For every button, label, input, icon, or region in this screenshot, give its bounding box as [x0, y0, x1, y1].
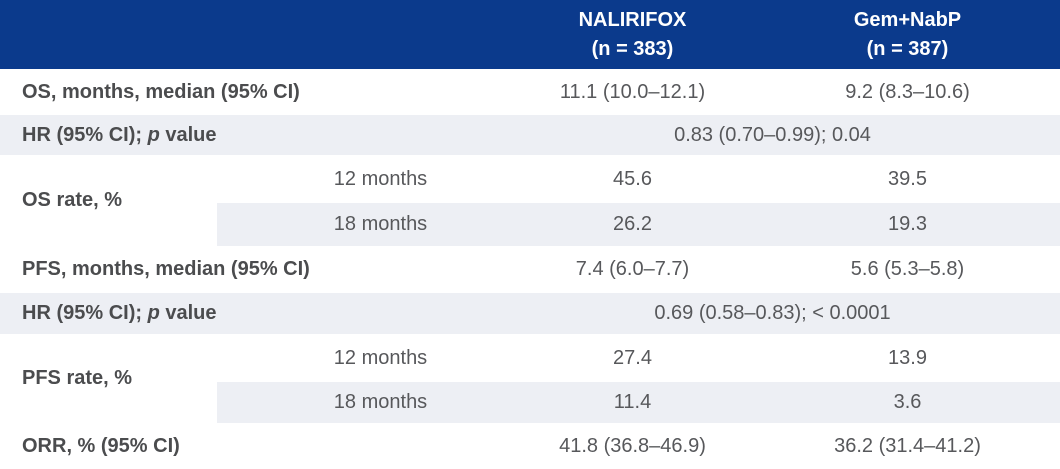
table-header-row: NALIRIFOX (n = 383) Gem+NabP (n = 387): [0, 0, 1060, 69]
pfs-rate-label: PFS rate, %: [22, 367, 133, 389]
row-os-rate-12-months: OS rate, % 12 months 45.6 39.5: [0, 155, 1060, 212]
row-os-median: OS, months, median (95% CI) 11.1 (10.0–1…: [0, 69, 1060, 115]
pfs-rate-12-months-sublabel: 12 months: [333, 346, 428, 369]
os-rate-12-gemnabp-value: 39.5: [888, 167, 927, 190]
os-rate-label: OS rate, %: [22, 189, 123, 211]
os-median-nalirifox-value: 11.1 (10.0–12.1): [559, 80, 706, 103]
pfs-hr-label: HR (95% CI); p value: [0, 293, 510, 334]
os-median-gemnabp-value: 9.2 (8.3–10.6): [845, 80, 970, 103]
row-pfs-rate-18-months: 18 months 11.4 3.6: [0, 382, 1060, 423]
pfs-hr-label-prefix: HR (95% CI);: [22, 302, 148, 324]
os-rate-12-nalirifox-value: 45.6: [613, 167, 652, 190]
pfs-median-label: PFS, months, median (95% CI): [22, 258, 310, 280]
header-column-gemnabp: Gem+NabP (n = 387): [755, 0, 1060, 69]
pfs-rate-18-gemnabp-value: 3.6: [755, 382, 1060, 423]
nalirifox-arm-n: (n = 383): [591, 37, 674, 60]
row-pfs-median: PFS, months, median (95% CI) 7.4 (6.0–7.…: [0, 246, 1060, 293]
nalirifox-arm-name: NALIRIFOX: [578, 8, 687, 31]
orr-label: ORR, % (95% CI): [22, 434, 180, 457]
row-orr: ORR, % (95% CI) 41.8 (36.8–46.9) 36.2 (3…: [0, 423, 1060, 469]
os-rate-18-months-sublabel: 18 months: [217, 203, 510, 246]
os-hr-label-suffix: value: [159, 123, 217, 146]
os-rate-12-months-sublabel: 12 months: [333, 167, 428, 190]
pfs-rate-12-nalirifox-value: 27.4: [613, 346, 652, 369]
pfs-rate-12-gemnabp-value: 13.9: [888, 346, 927, 369]
row-pfs-hazard-ratio: HR (95% CI); p value 0.69 (0.58–0.83); <…: [0, 293, 1060, 334]
gemnabp-arm-name: Gem+NabP: [853, 8, 962, 31]
pfs-hr-value: 0.69 (0.58–0.83); < 0.0001: [510, 293, 1060, 334]
row-pfs-rate-12-months: PFS rate, % 12 months 27.4 13.9: [0, 334, 1060, 390]
header-column-nalirifox: NALIRIFOX (n = 383): [510, 0, 755, 69]
pfs-rate-18-nalirifox-value: 11.4: [510, 382, 755, 423]
os-rate-18-gemnabp-value: 19.3: [755, 203, 1060, 246]
orr-nalirifox-value: 41.8 (36.8–46.9): [559, 434, 706, 457]
header-empty-cell: [0, 0, 510, 69]
os-hr-value: 0.83 (0.70–0.99); 0.04: [510, 115, 1060, 155]
row-os-rate-18-months: 18 months 26.2 19.3: [0, 203, 1060, 246]
os-hr-label: HR (95% CI); p value: [0, 115, 510, 155]
orr-gemnabp-value: 36.2 (31.4–41.2): [834, 434, 981, 457]
gemnabp-arm-n: (n = 387): [866, 37, 949, 60]
pfs-hr-label-p-italic: p: [147, 302, 160, 324]
pfs-rate-18-months-sublabel: 18 months: [217, 382, 510, 423]
pfs-median-gemnabp-value: 5.6 (5.3–5.8): [850, 258, 965, 280]
os-median-label: OS, months, median (95% CI): [22, 80, 300, 103]
os-hr-label-p-italic: p: [147, 123, 160, 146]
os-hr-label-prefix: HR (95% CI);: [22, 123, 148, 146]
row-os-hazard-ratio: HR (95% CI); p value 0.83 (0.70–0.99); 0…: [0, 115, 1060, 155]
pfs-hr-label-suffix: value: [159, 302, 217, 324]
pfs-median-nalirifox-value: 7.4 (6.0–7.7): [575, 258, 690, 280]
os-rate-18-nalirifox-value: 26.2: [510, 203, 755, 246]
